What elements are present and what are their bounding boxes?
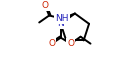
Text: N: N — [57, 19, 64, 28]
Text: O: O — [67, 39, 74, 48]
Text: O: O — [42, 1, 49, 10]
Text: O: O — [48, 39, 55, 48]
Text: NH: NH — [55, 14, 69, 23]
